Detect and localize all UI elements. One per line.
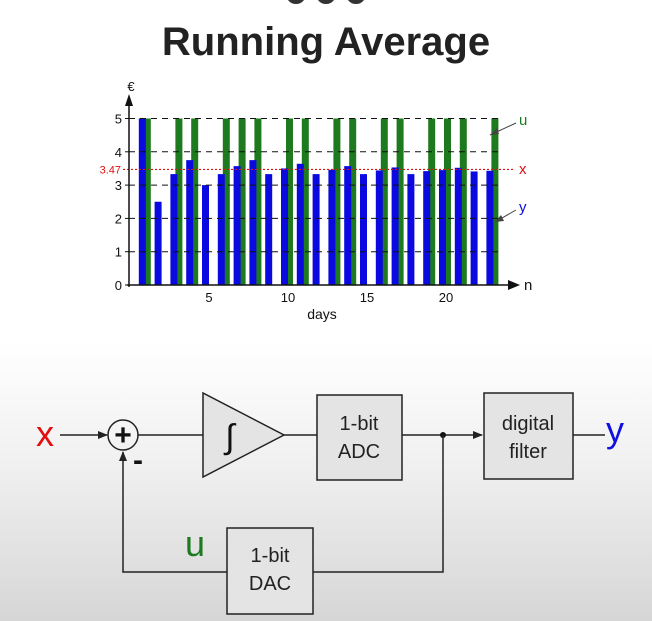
u-bar [333,118,341,285]
feedback-u-label: u [185,523,205,564]
y-bar [217,174,225,285]
x-axis-end-label: n [524,277,532,294]
y-bar [470,171,478,285]
reference-value-label: 3.47 [100,164,121,176]
u-bar [459,118,467,285]
y-tick-label: 0 [115,278,122,293]
dac-block [226,527,314,615]
u-bar [191,118,199,285]
y-bar [233,166,241,285]
input-x-label: x [36,413,54,454]
dac-label-line1: 1-bit [251,545,290,567]
u-bar [428,118,436,285]
chart-axes [125,94,520,290]
top-decoration [288,0,364,4]
u-bar [222,118,230,285]
u-bar [254,118,262,285]
y-tick-label: 5 [115,112,122,127]
y-bar [249,160,257,285]
y-tick-label: 2 [115,211,122,226]
filter-label-line2: filter [509,441,547,463]
y-bar [423,171,431,285]
y-axis-arrow [125,94,133,106]
integrator-block [202,391,286,479]
y-bar [360,174,367,285]
x-series-label: x [519,161,527,178]
y-bar [439,170,446,285]
y-bar [186,160,194,285]
x-axis-label: days [307,306,337,322]
output-y-label: y [606,409,624,450]
u-pointer-head [490,128,499,135]
u-bar [286,118,293,285]
y-bar [202,185,209,285]
chart-bars [138,118,499,285]
y-bar [170,174,178,285]
chart-grid [123,118,515,253]
filter-label-line1: digital [502,413,554,435]
y-tick-label: 4 [115,145,122,160]
y-unit-label: € [127,79,135,94]
x-tick-label: 10 [281,290,295,305]
u-bar [444,118,451,285]
y-bar [486,170,494,285]
u-bar [238,118,246,285]
y-pointer-head [495,215,504,222]
y-bar [391,167,399,285]
y-bar [454,167,462,285]
adc-label-line1: 1-bit [340,413,379,435]
y-bar [312,174,320,285]
adc-block [316,394,403,481]
sum-plus-sign: + [114,419,132,452]
y-tick-label: 1 [115,245,122,260]
u-bar [143,118,151,285]
x-axis-arrow [508,280,520,290]
x-tick-label: 20 [439,290,453,305]
y-bar [265,174,273,285]
digital-filter-block [483,392,574,480]
y-bar [138,118,146,285]
page-title: Running Average [161,20,491,64]
y-series-label: y [519,199,527,216]
u-bar [396,118,404,285]
chart-labels: 0 1 2 3 4 5 3.47 €5 10 15 20 days n u x y [100,79,533,322]
u-bar [380,118,388,285]
y-bar [328,169,336,285]
y-bar [154,201,162,285]
u-bar [491,118,499,285]
y-bar [407,174,415,285]
x-tick-label: 15 [360,290,374,305]
adc-label-line2: ADC [338,441,380,463]
u-bar [301,118,309,285]
y-bar [375,170,383,285]
y-tick-label: 3 [115,178,122,193]
y-bar [281,168,288,285]
running-average-chart: 0 1 2 3 4 5 3.47 €5 10 15 20 days n u x y [100,79,533,322]
integrator-symbol: ∫ [223,418,236,456]
sum-minus-sign: - [133,444,143,477]
u-bar [175,118,183,285]
u-series-label: u [519,112,527,129]
y-bar [344,166,352,285]
dac-label-line2: DAC [249,573,291,595]
feedback-path-right [313,435,444,573]
u-bar [349,118,357,285]
y-bar [296,163,304,285]
feedback-path-left [119,451,227,573]
x-tick-label: 5 [205,290,212,305]
